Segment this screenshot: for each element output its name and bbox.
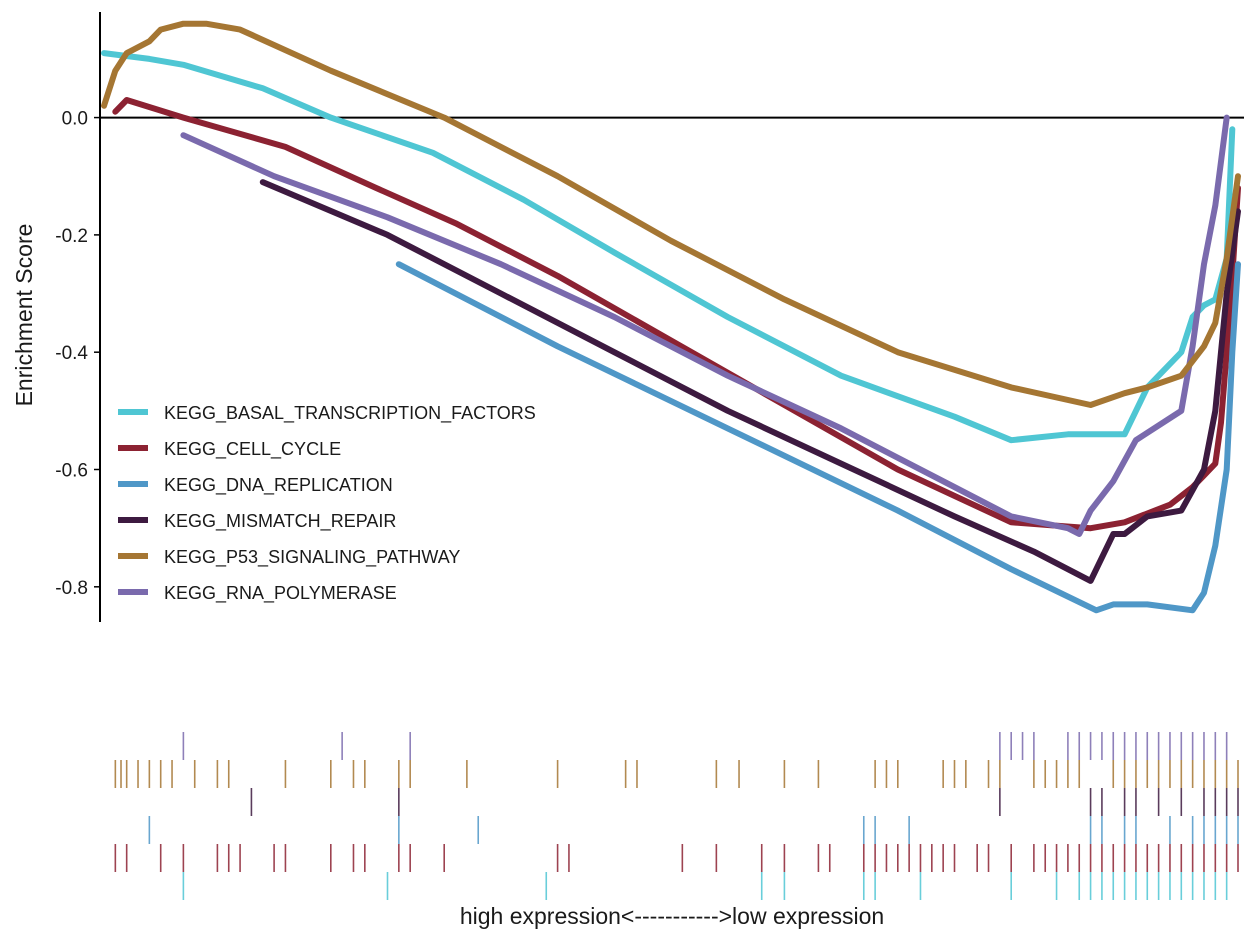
legend-label: KEGG_RNA_POLYMERASE xyxy=(164,583,397,604)
y-tick-label: -0.8 xyxy=(55,578,88,599)
legend-label: KEGG_DNA_REPLICATION xyxy=(164,475,393,496)
x-axis-title: high expression<----------->low expressi… xyxy=(460,903,884,929)
legend: KEGG_BASAL_TRANSCRIPTION_FACTORS KEGG_CEL… xyxy=(118,403,536,604)
rug-layer xyxy=(114,732,1239,900)
legend-label: KEGG_P53_SIGNALING_PATHWAY xyxy=(164,547,460,568)
y-axis: 0.0 -0.2 -0.4 -0.6 -0.8 xyxy=(55,12,101,622)
series-line-kegg-rna-polymerase xyxy=(180,114,1230,537)
y-tick-label: -0.2 xyxy=(55,226,88,247)
series-layer xyxy=(101,20,1241,614)
series-line-kegg-mismatch-repair xyxy=(259,179,1241,584)
legend-label: KEGG_CELL_CYCLE xyxy=(164,439,341,460)
y-axis-title: Enrichment Score xyxy=(11,224,37,407)
y-tick-label: -0.4 xyxy=(55,343,88,364)
series-line-kegg-dna-replication xyxy=(395,261,1241,614)
y-tick-label: 0.0 xyxy=(62,109,88,130)
legend-label: KEGG_MISMATCH_REPAIR xyxy=(164,511,396,532)
series-line-kegg-cell-cycle xyxy=(112,97,1241,532)
series-line-kegg-p53-signaling-pathway xyxy=(101,20,1241,408)
legend-label: KEGG_BASAL_TRANSCRIPTION_FACTORS xyxy=(164,403,536,424)
y-tick-label: -0.6 xyxy=(55,461,88,482)
